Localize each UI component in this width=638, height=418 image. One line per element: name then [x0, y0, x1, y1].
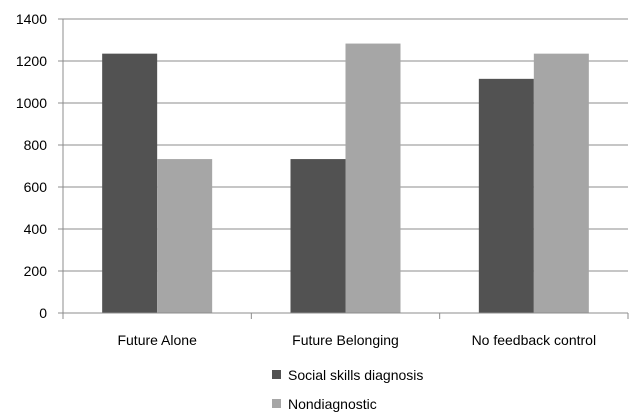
legend-swatch	[272, 370, 281, 379]
y-tick-label: 800	[24, 137, 48, 153]
y-tick-label: 600	[24, 179, 48, 195]
y-tick-label: 1400	[16, 11, 47, 27]
y-tick-label: 1000	[16, 95, 47, 111]
axes: 0 200 400 600 800 1000 1200 1400 Future Alone Fut…	[16, 11, 629, 348]
y-tick-label: 1200	[16, 53, 47, 69]
x-category-label: Future Alone	[117, 332, 197, 348]
bar-social-skills-diagnosis	[102, 53, 158, 314]
y-tick-label: 200	[24, 263, 48, 279]
y-tick-label: 400	[24, 221, 48, 237]
bar-social-skills-diagnosis	[478, 78, 534, 313]
legend: Social skills diagnosis Nondiagnostic	[272, 367, 423, 412]
bar-social-skills-diagnosis	[290, 159, 346, 313]
legend-swatch	[272, 399, 281, 408]
legend-label: Nondiagnostic	[288, 396, 377, 412]
legend-label: Social skills diagnosis	[288, 367, 423, 383]
bar-nondiagnostic	[157, 159, 213, 313]
y-tick-label: 0	[39, 305, 47, 321]
x-category-label: Future Belonging	[292, 332, 399, 348]
bar-nondiagnostic	[345, 43, 401, 313]
bars	[102, 43, 589, 314]
bar-nondiagnostic	[533, 53, 589, 314]
x-category-label: No feedback control	[472, 332, 597, 348]
